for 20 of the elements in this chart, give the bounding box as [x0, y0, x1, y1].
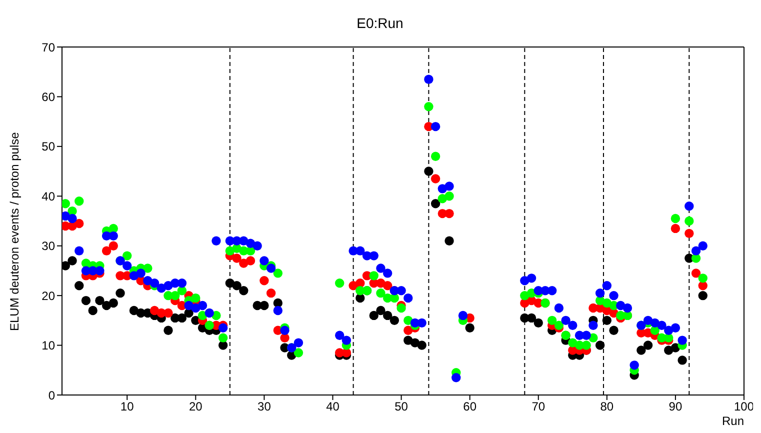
y-tick-label: 30 [42, 239, 56, 254]
x-tick-label: 50 [394, 400, 408, 414]
y-tick-label: 20 [42, 288, 56, 303]
x-tick-label: 40 [326, 400, 340, 414]
x-tick-label: 80 [600, 400, 614, 414]
x-tick-label: 10 [120, 400, 134, 414]
x-tick-label: 60 [463, 400, 477, 414]
x-tick-label: 20 [188, 400, 203, 414]
y-tick-label: 0 [48, 388, 56, 402]
y-tick-label: 70 [42, 40, 56, 54]
chart-title: E0:Run [356, 15, 404, 31]
y-tick-label: 60 [42, 90, 56, 104]
y-tick-label: 10 [42, 338, 56, 353]
y-tick-label: 50 [42, 140, 56, 154]
y-tick-label: 40 [42, 189, 56, 204]
x-tick-label: 70 [532, 400, 546, 414]
y-axis-title: ELUM deuteron events / proton pulse [7, 132, 22, 331]
x-tick-label: 30 [258, 400, 272, 414]
x-tick-label: 90 [668, 400, 682, 414]
x-axis-title: Run [722, 414, 744, 428]
